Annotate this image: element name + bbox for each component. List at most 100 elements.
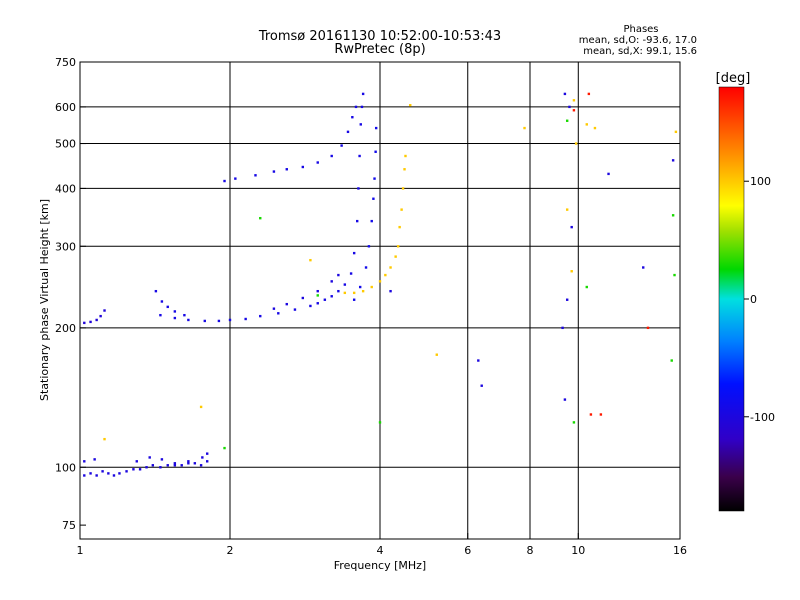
echo-point (360, 105, 364, 109)
echo-point (400, 208, 403, 211)
echo-point (330, 295, 333, 298)
echo-point (572, 99, 576, 102)
y-tick-label: 500 (55, 138, 76, 151)
echo-point (138, 468, 142, 471)
grid-layer (80, 62, 680, 539)
echo-point (674, 130, 678, 134)
echo-point (309, 258, 312, 262)
echo-point (272, 170, 276, 173)
echo-point (337, 289, 340, 293)
echo-point (409, 104, 412, 107)
echo-point (160, 458, 164, 461)
echo-point (367, 245, 371, 248)
echo-point (103, 437, 106, 441)
echo-point (565, 119, 569, 122)
echo-point (95, 474, 98, 477)
echo-point (671, 159, 675, 162)
echo-point (201, 456, 204, 459)
echo-point (352, 251, 356, 255)
x-tick-label: 1 (77, 544, 84, 557)
echo-point (374, 150, 377, 153)
echo-point (389, 266, 392, 269)
echo-point (403, 168, 406, 171)
echo-point (293, 308, 297, 311)
echo-point (563, 398, 567, 401)
echo-point (285, 302, 288, 306)
echo-point (277, 312, 280, 315)
echo-point (352, 298, 356, 301)
echo-point (599, 413, 603, 416)
axis-ticks-layer: 1 2 4 6 8 10 16 75 100 200 300 400 500 600 750 (55, 56, 687, 557)
echo-point (107, 472, 110, 475)
echo-point (358, 285, 362, 289)
echo-point (187, 462, 190, 465)
echo-point (673, 273, 676, 277)
echo-point (103, 309, 106, 312)
echo-point (83, 460, 86, 463)
echo-point (349, 272, 353, 275)
echo-point (357, 187, 360, 190)
data-points-layer (83, 92, 678, 477)
echo-point (309, 304, 312, 308)
echo-point (132, 468, 135, 471)
y-axis-label: Stationary phase Virtual Height [km] (38, 199, 51, 401)
echo-point (370, 219, 373, 223)
x-tick-label: 4 (377, 544, 384, 557)
stats-heading: Phases (623, 24, 658, 35)
echo-point (244, 317, 247, 321)
echo-point (398, 225, 401, 229)
echo-point (570, 225, 573, 229)
echo-point (234, 177, 237, 180)
echo-point (316, 302, 319, 305)
y-tick-label: 400 (55, 182, 76, 195)
echo-point (401, 187, 405, 190)
colorbar-label: [deg] (716, 71, 751, 86)
echo-point (173, 462, 177, 465)
echo-point (646, 326, 650, 330)
echo-point (151, 464, 155, 467)
echo-point (568, 105, 571, 109)
echo-point (523, 126, 526, 130)
echo-point (574, 142, 578, 145)
echo-point (374, 126, 378, 130)
echo-point (358, 154, 361, 158)
echo-point (199, 464, 203, 467)
x-tick-label: 6 (464, 544, 471, 557)
echo-point (585, 123, 588, 126)
echo-point (340, 144, 343, 147)
echo-point (118, 472, 121, 475)
echo-point (83, 321, 86, 325)
echo-point (187, 318, 190, 322)
echo-point (154, 289, 158, 293)
echo-point (254, 174, 257, 177)
x-tick-label: 8 (527, 544, 534, 557)
echo-point (173, 310, 177, 313)
echo-point (112, 474, 116, 477)
echo-point (354, 105, 358, 109)
echo-point (323, 298, 327, 301)
echo-point (272, 307, 276, 310)
echo-point (352, 291, 356, 295)
echo-point (316, 289, 319, 293)
echo-point (671, 214, 675, 217)
echo-point (585, 285, 588, 289)
colorbar-tick-label: -100 (750, 411, 775, 424)
echo-point (205, 452, 209, 455)
echo-point (223, 446, 226, 450)
echo-point (394, 255, 397, 258)
echo-point (166, 305, 169, 309)
x-tick-label: 16 (673, 544, 687, 557)
echo-point (101, 470, 104, 473)
echo-point (396, 245, 400, 248)
echo-point (642, 266, 645, 269)
echo-point (259, 216, 262, 220)
echo-point (589, 413, 593, 416)
echo-point (93, 458, 96, 461)
echo-point (384, 273, 387, 277)
y-tick-label: 200 (55, 322, 76, 335)
echo-point (180, 464, 183, 467)
x-axis-label: Frequency [MHz] (334, 559, 426, 572)
chart-subtitle: RwPretec (8p) (334, 42, 425, 57)
echo-point (160, 300, 164, 303)
